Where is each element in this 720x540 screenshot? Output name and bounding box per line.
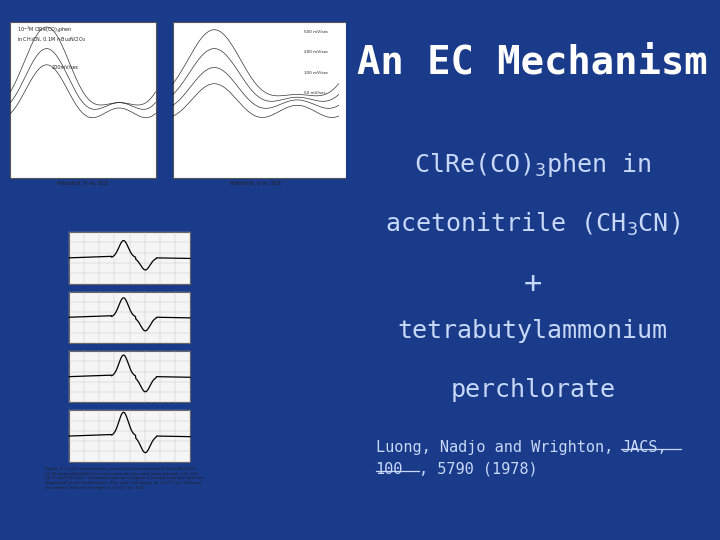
Text: 200 mV/sec: 200 mV/sec <box>304 50 328 54</box>
Text: An EC Mechanism: An EC Mechanism <box>358 43 708 81</box>
Text: acetonitrile (CH$_3$CN): acetonitrile (CH$_3$CN) <box>385 211 680 238</box>
Text: JACS,: JACS, <box>621 440 667 455</box>
Text: , 5790 (1978): , 5790 (1978) <box>418 462 537 477</box>
Text: in CH$_3$CN, 0.1M $n$-Bu$_4$NClO$_4$: in CH$_3$CN, 0.1M $n$-Bu$_4$NClO$_4$ <box>17 35 86 44</box>
Text: $10^{-3}$M ClRe(CO)$_3$phen: $10^{-3}$M ClRe(CO)$_3$phen <box>17 24 73 35</box>
Text: 200mV/sec: 200mV/sec <box>52 65 79 70</box>
Bar <box>69 351 190 402</box>
Text: 100: 100 <box>376 462 403 477</box>
Bar <box>10 22 156 178</box>
Bar <box>69 410 190 462</box>
Text: tetrabutylammonium: tetrabutylammonium <box>397 319 668 342</box>
Text: +: + <box>523 270 542 299</box>
Text: ClRe(CO)$_3$phen in: ClRe(CO)$_3$phen in <box>414 151 652 179</box>
Text: 50 mV/sec: 50 mV/sec <box>304 91 326 95</box>
Text: Potential, V vs. SCE: Potential, V vs. SCE <box>58 181 109 186</box>
Bar <box>173 22 346 178</box>
Text: 500 mV/sec: 500 mV/sec <box>304 30 328 33</box>
Text: perchlorate: perchlorate <box>450 378 616 402</box>
Text: Potential, V vs. SCE: Potential, V vs. SCE <box>230 181 282 186</box>
Bar <box>69 232 190 284</box>
Text: 100 mV/sec: 100 mV/sec <box>304 71 328 75</box>
Text: Figure 2. Cyclic voltammetric scans for the oxidation of fac-ClRe(CO)₃
(1,10-phe: Figure 2. Cyclic voltammetric scans for … <box>45 467 204 489</box>
Text: Luong, Nadjo and Wrighton,: Luong, Nadjo and Wrighton, <box>376 440 622 455</box>
Bar <box>69 292 190 343</box>
